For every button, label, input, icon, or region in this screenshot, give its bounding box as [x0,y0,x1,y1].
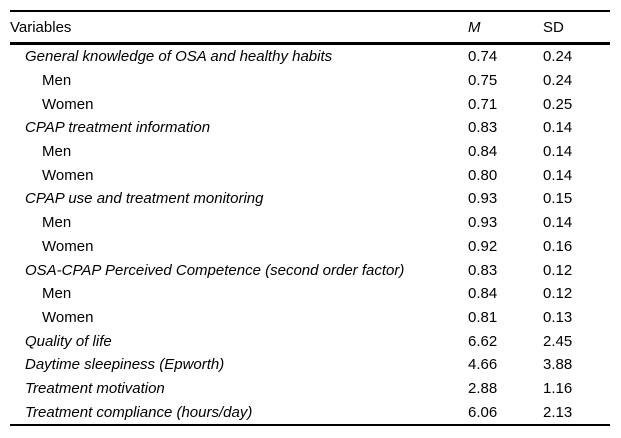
mean-value: 2.88 [468,379,498,397]
table-row: Women 0.92 0.16 [10,235,610,259]
table-row: OSA-CPAP Perceived Competence (second or… [10,258,610,282]
mean-value: 0.93 [468,214,498,232]
table-row: Quality of life 6.62 2.45 [10,329,610,353]
mean-value: 0.93 [468,190,498,208]
sd-value: 0.12 [543,261,573,279]
sd-value: 1.16 [543,379,573,397]
sd-value: 3.88 [543,356,573,374]
column-header-sd: SD [543,11,610,45]
variable-label: Women [42,308,94,326]
table-row: General knowledge of OSA and healthy hab… [10,44,610,69]
variable-label: Women [42,166,94,184]
variable-label: OSA-CPAP Perceived Competence (second or… [25,261,405,279]
variable-label: CPAP use and treatment monitoring [25,190,264,208]
table-row: CPAP use and treatment monitoring 0.93 0.1… [10,187,610,211]
table-row: Women 0.80 0.14 [10,163,610,187]
mean-value: 0.71 [468,95,498,113]
table-row: Treatment motivation 2.88 1.16 [10,377,610,401]
table-header: Variables M SD [10,11,610,45]
mean-value: 0.75 [468,72,498,90]
table-body: General knowledge of OSA and healthy hab… [10,44,610,426]
mean-value: 4.66 [468,356,498,374]
variable-label: Quality of life [25,332,112,350]
stats-table-container: Variables M SD General knowledge of OSA … [10,10,610,426]
mean-value: 0.84 [468,143,498,161]
sd-value: 0.12 [543,285,573,303]
variable-label: Women [42,237,94,255]
sd-value: 0.13 [543,308,573,326]
variable-label: Women [42,95,94,113]
variable-label: Treatment motivation [25,379,165,397]
descriptive-statistics-table: Variables M SD General knowledge of OSA … [10,10,610,426]
mean-value: 0.84 [468,285,498,303]
sd-value: 0.14 [543,143,573,161]
sd-value: 0.24 [543,72,573,90]
sd-value: 0.14 [543,119,573,137]
variable-label: Men [42,143,72,161]
table-row: Treatment compliance (hours/day) 6.06 2.13 [10,400,610,425]
sd-value: 2.45 [543,332,573,350]
mean-value: 0.80 [468,166,498,184]
column-header-variables: Variables [10,11,468,45]
mean-value: 0.74 [468,48,498,66]
mean-value: 0.81 [468,308,498,326]
sd-value: 0.24 [543,48,573,66]
table-row: Men 0.84 0.12 [10,282,610,306]
mean-value: 0.83 [468,119,498,137]
mean-value: 6.06 [468,403,498,421]
variable-label: Daytime sleepiness (Epworth) [25,356,225,374]
sd-value: 0.16 [543,237,573,255]
sd-value: 0.15 [543,190,573,208]
table-row: Men 0.93 0.14 [10,211,610,235]
table-row: Women 0.81 0.13 [10,306,610,330]
variable-label: Treatment compliance (hours/day) [25,403,253,421]
table-row: CPAP treatment information 0.83 0.14 [10,116,610,140]
mean-value: 0.83 [468,261,498,279]
mean-value: 0.92 [468,237,498,255]
sd-value: 0.14 [543,214,573,232]
table-row: Daytime sleepiness (Epworth) 4.66 3.88 [10,353,610,377]
table-row: Women 0.71 0.25 [10,92,610,116]
header-row: Variables M SD [10,11,610,45]
variable-label: Men [42,214,72,232]
variable-label: Men [42,285,72,303]
sd-value: 0.25 [543,95,573,113]
sd-value: 2.13 [543,403,573,421]
variable-label: Men [42,72,72,90]
column-header-mean: M [468,11,543,45]
mean-value: 6.62 [468,332,498,350]
variable-label: General knowledge of OSA and healthy hab… [25,48,333,66]
table-row: Men 0.75 0.24 [10,69,610,93]
table-row: Men 0.84 0.14 [10,140,610,164]
variable-label: CPAP treatment information [25,119,211,137]
sd-value: 0.14 [543,166,573,184]
